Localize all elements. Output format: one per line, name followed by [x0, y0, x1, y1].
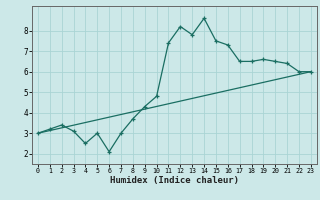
X-axis label: Humidex (Indice chaleur): Humidex (Indice chaleur)	[110, 176, 239, 185]
